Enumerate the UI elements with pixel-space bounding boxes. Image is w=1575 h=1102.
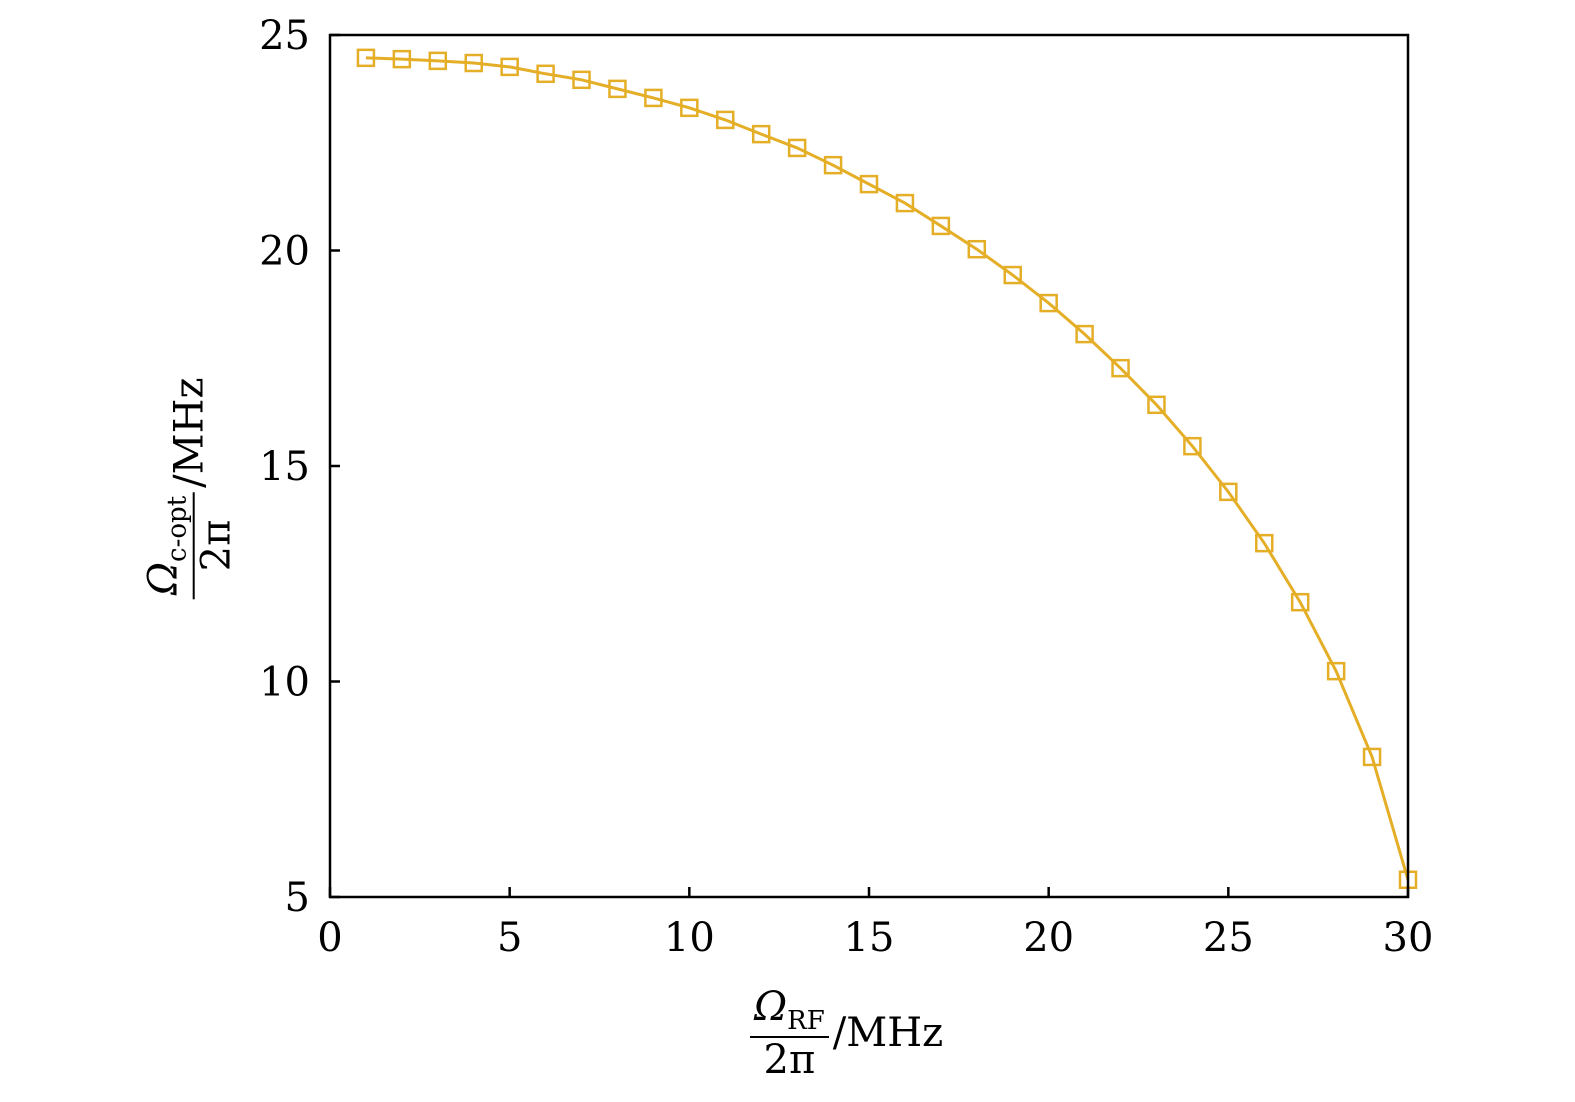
data-point-marker — [392, 49, 412, 69]
series-line — [365, 56, 1410, 881]
data-point-marker — [751, 124, 771, 144]
y-tick-label: 5 — [285, 875, 310, 921]
data-point-marker — [1362, 747, 1382, 767]
data-point-marker — [895, 193, 915, 213]
data-point-marker — [1111, 358, 1130, 378]
x-label-symbol: Ω — [754, 984, 788, 1030]
data-point-marker — [1219, 482, 1238, 502]
data-point-marker — [787, 138, 807, 158]
y-tick-label: 20 — [259, 229, 310, 275]
x-tick-label: 20 — [1023, 915, 1074, 961]
data-point-marker — [356, 48, 376, 68]
x-tick-label: 5 — [497, 915, 522, 961]
data-point-marker — [1075, 324, 1094, 344]
y-tick-label: 15 — [259, 444, 310, 490]
x-axis-label: ΩRF 2π/MHz — [750, 985, 943, 1082]
x-label-denominator: 2π — [763, 1036, 816, 1083]
data-point-marker — [1039, 293, 1058, 313]
data-point-marker — [500, 57, 519, 77]
x-tick-label: 30 — [1383, 915, 1434, 961]
data-point-marker — [1147, 395, 1166, 415]
y-tick-label: 10 — [259, 660, 310, 706]
y-axis-label: Ωc-opt 2π/MHz — [140, 278, 240, 698]
data-point-marker — [716, 110, 735, 130]
y-label-subscript: c-opt — [162, 495, 193, 562]
data-point-marker — [931, 216, 951, 236]
x-label-subscript: RF — [787, 1006, 825, 1036]
y-label-symbol: Ω — [140, 561, 187, 596]
y-label-unit: /MHz — [167, 377, 213, 488]
data-point-marker — [859, 174, 879, 194]
x-tick-label: 0 — [317, 915, 342, 961]
axes-frame — [328, 33, 1410, 899]
data-point-marker — [536, 64, 555, 84]
data-point-marker — [1290, 592, 1310, 612]
x-label-unit: /MHz — [832, 1010, 944, 1057]
data-point-marker — [967, 239, 987, 259]
data-point-marker — [680, 98, 699, 118]
data-point-marker — [428, 51, 448, 71]
data-point-marker — [1326, 661, 1346, 681]
data-point-marker — [1183, 436, 1202, 456]
x-tick-label: 15 — [844, 915, 895, 961]
data-point-marker — [608, 79, 627, 99]
data-point-marker — [572, 70, 591, 90]
data-point-marker — [1003, 265, 1022, 285]
data-point-marker — [823, 155, 843, 175]
data-point-marker — [644, 88, 663, 108]
data-point-marker — [1255, 533, 1274, 553]
y-tick-label: 25 — [259, 13, 310, 59]
x-tick-label: 25 — [1203, 915, 1254, 961]
y-label-denominator: 2π — [193, 519, 240, 572]
x-tick-label: 10 — [664, 915, 715, 961]
data-point-marker — [464, 53, 483, 73]
